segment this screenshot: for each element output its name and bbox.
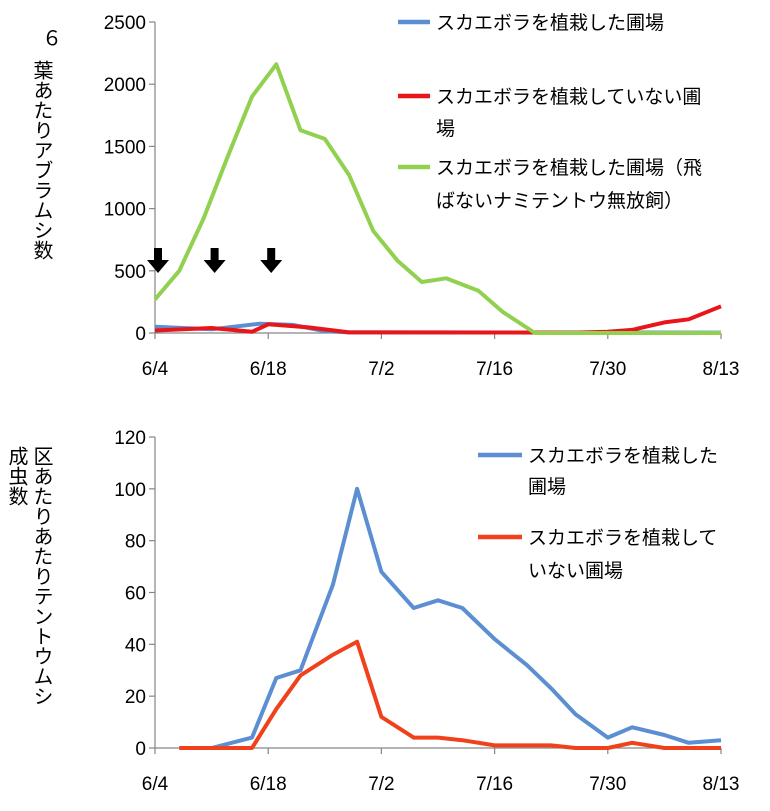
- legend-label: スカエボラを植栽した圃場: [436, 12, 664, 34]
- y-axis-label: 区あたりあたりテントウムシ: [30, 446, 54, 706]
- y-tick-label: 500: [114, 262, 146, 283]
- release-arrow-icon: [147, 248, 169, 273]
- x-tick-label: 6/4: [142, 359, 169, 380]
- y-tick-label: 0: [135, 324, 146, 345]
- y-tick-label: 1500: [104, 137, 146, 158]
- x-tick-label: 6/18: [250, 774, 287, 795]
- legend-label: いない圃場: [528, 560, 623, 582]
- y-tick-label: 80: [125, 532, 146, 553]
- legend-label: スカエボラを植栽していない圃: [436, 86, 701, 108]
- x-tick-label: 7/2: [368, 359, 394, 380]
- x-tick-label: 8/13: [703, 359, 740, 380]
- y-axis-label: 成虫数: [5, 446, 29, 506]
- legend-label: スカエボラを植栽した圃場（飛: [436, 157, 702, 179]
- y-tick-label: 100: [114, 480, 146, 501]
- x-tick-label: 7/16: [476, 359, 513, 380]
- legend-label: スカエボラを植栽して: [528, 527, 717, 549]
- legend-label: ばないナミテントウ無放飼）: [436, 190, 683, 212]
- y-tick-label: 1000: [104, 200, 146, 221]
- release-arrow-icon: [203, 248, 226, 273]
- x-tick-label: 8/13: [703, 774, 740, 795]
- x-tick-label: 6/4: [142, 774, 169, 795]
- series-line-1: [179, 486, 722, 750]
- series-line-2: [154, 304, 722, 335]
- chart-1: 0 500 1000 1500 2000 2500 6/4 6/18 7/2 7/16 7/30 8/…: [30, 12, 739, 380]
- y-tick-label: 60: [125, 584, 146, 605]
- x-tick-label: 7/30: [589, 774, 626, 795]
- y-tick-label: 2500: [104, 13, 146, 34]
- release-arrow-icon: [260, 248, 283, 273]
- x-tick-label: 7/30: [589, 359, 626, 380]
- y-tick-label: 40: [125, 635, 146, 656]
- y-axis-label: ６: [42, 26, 62, 50]
- y-tick-label: 0: [135, 739, 146, 760]
- series-line-2: [179, 639, 721, 750]
- y-axis-label: 葉あたりアブラムシ数: [30, 60, 54, 260]
- legend-label: 場: [436, 118, 455, 140]
- series-line-3: [153, 62, 721, 335]
- x-tick-label: 6/18: [250, 359, 287, 380]
- y-tick-label: 120: [114, 428, 146, 449]
- legend-label: 圃場: [528, 476, 566, 498]
- y-tick-label: 2000: [104, 75, 146, 96]
- x-tick-label: 7/2: [368, 774, 394, 795]
- chart-2: 0 20 40 60 80 100 120 6/4 6/18 7/2 7/16 7/30 8/13 区あた…: [5, 428, 739, 795]
- x-tick-label: 7/16: [476, 774, 513, 795]
- y-tick-label: 20: [125, 687, 146, 708]
- legend-label: スカエボラを植栽した: [528, 445, 718, 467]
